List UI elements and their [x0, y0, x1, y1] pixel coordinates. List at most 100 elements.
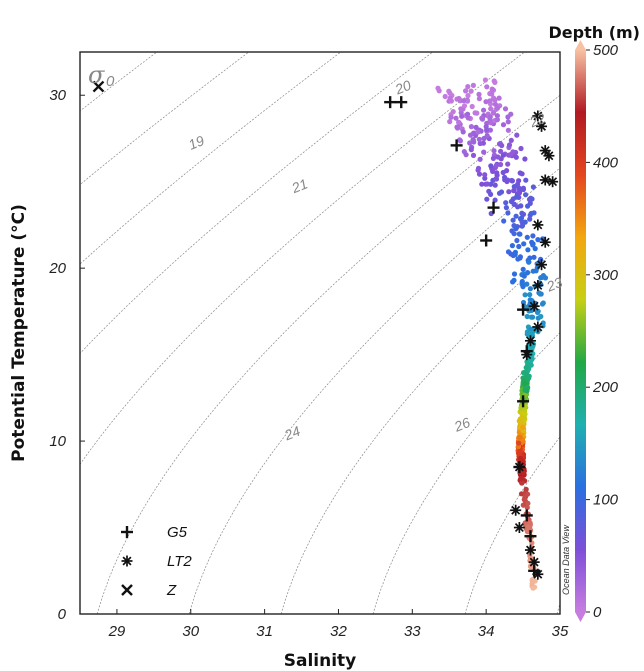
depth-sample-point: [505, 161, 511, 167]
depth-sample-point: [473, 124, 479, 130]
depth-sample-point: [513, 194, 520, 200]
depth-sample-point: [524, 281, 530, 287]
depth-sample-point: [522, 219, 528, 225]
density-contour-line: [188, 167, 560, 614]
depth-sample-point: [518, 491, 525, 497]
depth-sample-point: [528, 358, 534, 364]
depth-sample-point: [511, 271, 518, 277]
depth-sample-point: [509, 178, 515, 184]
depth-sample-point: [522, 387, 528, 393]
depth-sample-point: [484, 181, 490, 187]
depth-sample-point: [525, 203, 531, 209]
plot-frame: [79, 51, 561, 615]
depth-sample-point: [447, 95, 453, 101]
x-tick-label: 32: [330, 623, 347, 640]
marker-lt2: [524, 335, 536, 347]
depth-sample-point: [496, 95, 502, 101]
depth-sample-point: [492, 79, 498, 85]
depth-sample-point: [476, 96, 482, 102]
depth-scatter: [435, 77, 549, 591]
x-tick-label: 31: [256, 623, 273, 640]
depth-sample-point: [527, 216, 533, 222]
depth-sample-point: [477, 156, 483, 162]
depth-sample-point: [525, 500, 531, 506]
depth-sample-point: [524, 372, 530, 379]
contour-value-label: 20: [392, 77, 414, 98]
depth-sample-point: [510, 217, 516, 223]
marker-g5: [524, 530, 537, 543]
marker-g5: [450, 139, 463, 152]
contour-value-label: 24: [281, 423, 303, 444]
depth-sample-point: [525, 491, 531, 497]
x-tick-label: 33: [404, 623, 421, 640]
depth-sample-point: [464, 98, 471, 104]
depth-sample-point: [523, 486, 529, 492]
marker-lt2: [513, 461, 525, 473]
depth-sample-point: [461, 103, 468, 109]
depth-sample-point: [492, 197, 498, 203]
y-tick-label: 10: [49, 433, 66, 450]
y-tick-label: 20: [48, 260, 66, 277]
depth-sample-point: [512, 249, 519, 255]
depth-sample-point: [519, 223, 526, 229]
depth-sample-point: [442, 93, 448, 100]
marker-lt2: [536, 120, 548, 132]
depth-sample-point: [534, 309, 541, 315]
colorbar-tick-label: 0: [593, 604, 602, 621]
depth-sample-point: [487, 114, 493, 120]
depth-sample-point: [489, 91, 495, 97]
depth-sample-point: [523, 192, 529, 198]
depth-sample-point: [522, 380, 529, 386]
depth-sample-point: [450, 109, 456, 115]
colorbar-gradient: [575, 50, 586, 612]
depth-sample-point: [484, 84, 490, 90]
depth-sample-point: [508, 111, 514, 117]
depth-sample-point: [476, 136, 482, 142]
marker-g5: [384, 96, 397, 109]
depth-sample-point: [540, 320, 546, 326]
marker-lt2: [532, 219, 544, 231]
legend-label-g5: G5: [167, 524, 188, 541]
depth-sample-point: [518, 145, 524, 152]
depth-sample-point: [521, 497, 527, 503]
depth-sample-point: [436, 88, 442, 94]
density-contour-line: [80, 52, 434, 354]
depth-sample-point: [513, 154, 519, 160]
depth-sample-point: [470, 152, 477, 158]
depth-sample-point: [539, 301, 546, 307]
depth-sample-point: [461, 98, 467, 104]
depth-sample-point: [456, 96, 462, 102]
depth-sample-point: [493, 162, 499, 169]
depth-sample-point: [514, 132, 520, 138]
depth-sample-point: [491, 148, 497, 154]
depth-sample-point: [481, 107, 487, 113]
depth-sample-point: [524, 313, 530, 320]
depth-sample-point: [520, 284, 526, 290]
depth-sample-point: [479, 116, 486, 122]
x-tick-label: 34: [478, 623, 495, 640]
depth-sample-point: [511, 277, 517, 283]
depth-sample-point: [469, 103, 475, 110]
density-contour-line: [96, 94, 560, 614]
marker-lt2: [539, 174, 551, 186]
depth-sample-point: [530, 585, 536, 591]
colorbar-bottom-arrow: [575, 612, 586, 622]
x-tick-label: 30: [182, 623, 199, 640]
colorbar-tick-label: 100: [593, 492, 619, 509]
depth-sample-point: [527, 286, 534, 292]
depth-sample-point: [486, 188, 492, 194]
depth-sample-point: [488, 120, 494, 126]
depth-sample-point: [492, 97, 498, 103]
depth-sample-point: [495, 154, 501, 160]
depth-sample-point: [490, 168, 496, 174]
marker-lt2: [521, 349, 533, 361]
depth-sample-point: [533, 268, 539, 274]
legend-marker-lt2: [121, 555, 133, 567]
marker-lt2: [532, 110, 544, 122]
depth-sample-point: [527, 297, 533, 303]
depth-sample-point: [487, 98, 493, 104]
depth-sample-point: [529, 580, 535, 587]
density-contour-line: [80, 52, 526, 465]
depth-sample-point: [467, 132, 474, 138]
